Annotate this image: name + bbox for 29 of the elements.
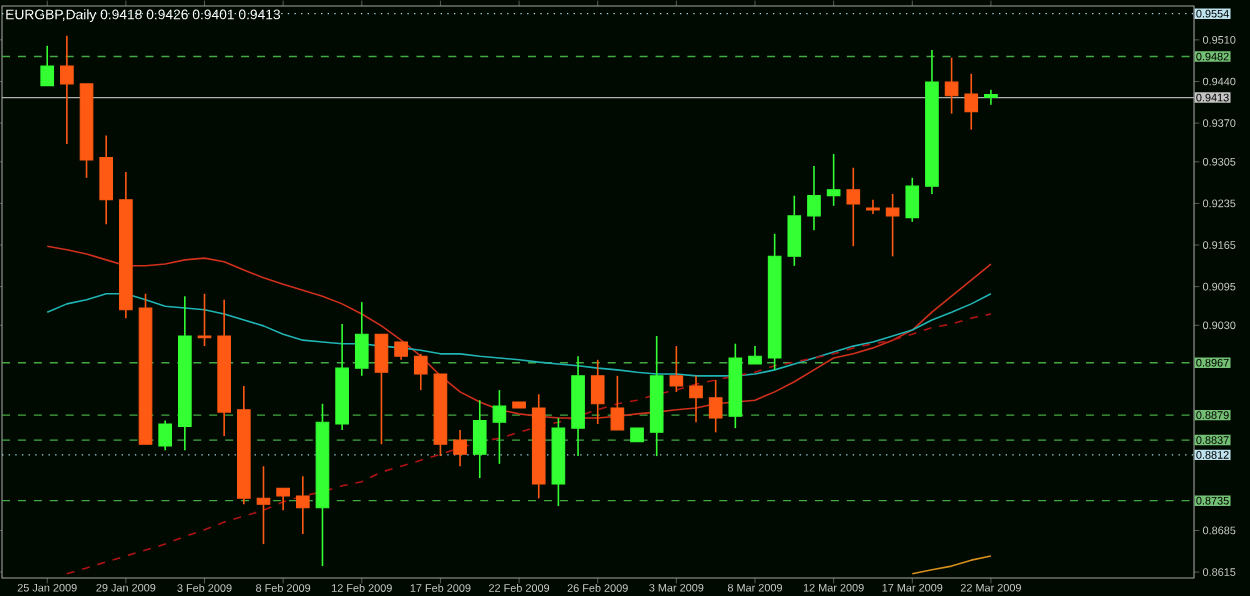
candlestick xyxy=(590,358,605,425)
candlestick xyxy=(413,353,428,391)
candlestick xyxy=(964,72,979,131)
candlestick xyxy=(846,166,861,247)
candlestick xyxy=(689,375,703,424)
candlestick xyxy=(158,419,173,451)
candlestick xyxy=(984,89,998,106)
candlestick xyxy=(99,134,114,225)
candlestick xyxy=(295,475,310,535)
candlestick xyxy=(472,399,487,479)
candlestick xyxy=(40,45,55,87)
candlestick xyxy=(944,56,959,115)
candlestick xyxy=(453,429,467,468)
candlestick xyxy=(708,379,723,434)
candlestick xyxy=(60,34,74,145)
candlestick xyxy=(354,301,369,377)
candlestick xyxy=(669,345,684,393)
candlestick xyxy=(787,194,802,267)
candlestick xyxy=(197,292,212,347)
candlestick xyxy=(905,177,920,223)
candlestick xyxy=(276,487,290,512)
candlestick xyxy=(374,333,389,446)
candlestick xyxy=(807,165,821,231)
candlestick xyxy=(826,153,841,207)
candlestick xyxy=(885,193,900,258)
line-series xyxy=(911,555,992,575)
candlestick xyxy=(492,389,507,465)
candlestick xyxy=(256,465,271,545)
candlestick xyxy=(610,375,625,431)
